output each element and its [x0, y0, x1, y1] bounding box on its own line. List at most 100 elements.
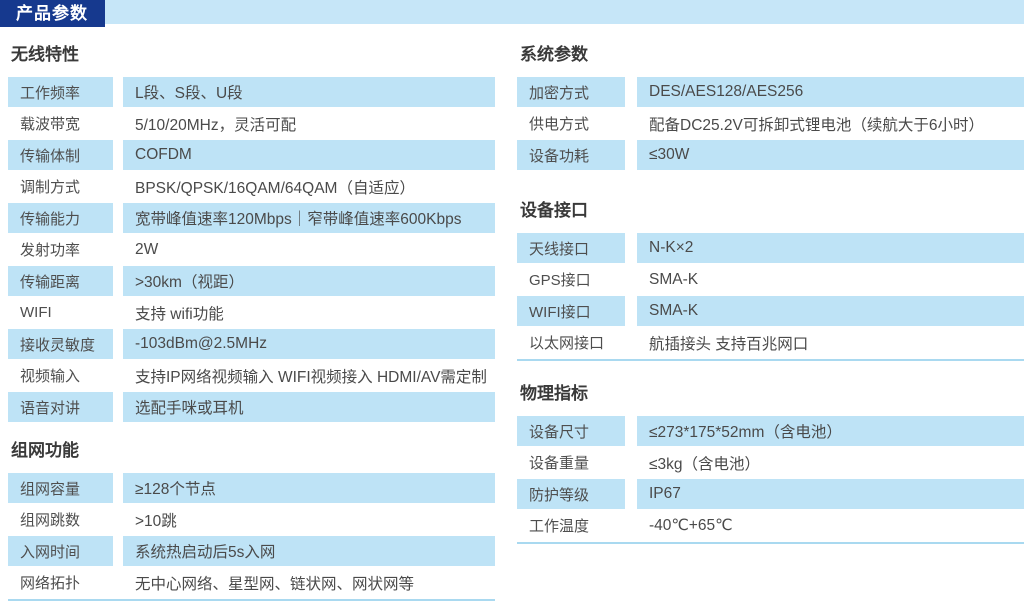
section-title: 无线特性 [11, 45, 79, 64]
spec-row: 设备重量 ≤3kg（含电池） [517, 448, 1024, 478]
spec-row: 入网时间 系统热启动后5s入网 [8, 536, 495, 566]
spec-label: 调制方式 [20, 179, 81, 196]
spec-row: 网络拓扑 无中心网络、星型网、链状网、网状网等 [8, 568, 495, 598]
table-bottom-rule [517, 359, 1024, 361]
spec-label: 视频输入 [20, 368, 81, 385]
spec-value: >10跳 [135, 512, 177, 530]
spec-label: GPS接口 [529, 272, 591, 289]
spec-row: 天线接口 N-K×2 [517, 233, 1024, 263]
spec-label: 设备尺寸 [517, 416, 625, 446]
section-物理指标: 物理指标设备尺寸 ≤273*175*52mm（含电池） 设备重量 ≤3kg（含电池） 防… [517, 384, 1024, 544]
page-title-banner: 产品参数 [0, 0, 105, 27]
spec-row: 供电方式 配备DC25.2V可拆卸式锂电池（续航大于6小时） [517, 109, 1024, 139]
spec-value: ≥128个节点 [123, 473, 495, 503]
spec-table: 天线接口 N-K×2 GPS接口 SMA-K WIFI接口 SMA-K 以太网接口 航插接头 … [517, 233, 1024, 358]
spec-label: 设备功耗 [517, 140, 625, 170]
spec-value: 无中心网络、星型网、链状网、网状网等 [135, 575, 415, 593]
spec-label: 组网容量 [8, 473, 113, 503]
spec-label: 工作频率 [8, 77, 113, 107]
spec-label: 语音对讲 [8, 392, 113, 422]
section-title: 设备接口 [520, 201, 588, 220]
spec-row: 语音对讲 选配手咪或耳机 [8, 392, 495, 422]
spec-label: 加密方式 [517, 77, 625, 107]
spec-row: 接收灵敏度 -103dBm@2.5MHz [8, 329, 495, 359]
spec-row: WIFI 支持 wifi功能 [8, 298, 495, 328]
spec-label: 天线接口 [517, 233, 625, 263]
spec-value: 配备DC25.2V可拆卸式锂电池（续航大于6小时） [649, 116, 985, 134]
spec-value: SMA-K [649, 270, 699, 288]
section-无线特性: 无线特性工作频率 L段、S段、U段载波带宽 5/10/20MHz，灵活可配传输体制 C… [8, 45, 495, 422]
spec-value: L段、S段、U段 [123, 77, 495, 107]
spec-table: 加密方式 DES/AES128/AES256 供电方式 配备DC25.2V可拆卸式锂电… [517, 77, 1024, 170]
spec-row: WIFI接口 SMA-K [517, 296, 1024, 326]
spec-row: 载波带宽 5/10/20MHz，灵活可配 [8, 109, 495, 139]
spec-value: ≤30W [637, 140, 1024, 170]
spec-value: 支持 wifi功能 [135, 305, 224, 323]
spec-row: 设备功耗 ≤30W [517, 140, 1024, 170]
spec-label: 工作温度 [529, 518, 590, 535]
spec-value: 2W [135, 240, 159, 258]
spec-label: 发射功率 [20, 242, 81, 259]
spec-value: COFDM [123, 140, 495, 170]
spec-label: WIFI接口 [517, 296, 625, 326]
spec-value: DES/AES128/AES256 [637, 77, 1024, 107]
spec-label: 网络拓扑 [20, 575, 81, 592]
spec-label: 传输距离 [8, 266, 113, 296]
page-title: 产品参数 [16, 4, 88, 23]
spec-value: -40℃+65℃ [649, 517, 733, 534]
table-bottom-rule [517, 542, 1024, 544]
section-设备接口: 设备接口天线接口 N-K×2 GPS接口 SMA-K WIFI接口 SMA-K 以太网接口 航… [517, 201, 1024, 361]
spec-label: 供电方式 [529, 116, 590, 133]
right-column: 系统参数加密方式 DES/AES128/AES256 供电方式 配备DC25.2V可拆… [517, 41, 1024, 544]
spec-value: 宽带峰值速率120Mbps｜窄带峰值速率600Kbps [123, 203, 495, 233]
spec-label: 入网时间 [8, 536, 113, 566]
spec-row: 以太网接口 航插接头 支持百兆网口 [517, 328, 1024, 358]
spec-row: 设备尺寸 ≤273*175*52mm（含电池） [517, 416, 1024, 446]
spec-value: -103dBm@2.5MHz [123, 329, 495, 359]
section-title: 系统参数 [520, 45, 588, 64]
spec-value: ≤3kg（含电池） [649, 455, 760, 473]
spec-table: 组网容量 ≥128个节点组网跳数 >10跳入网时间 系统热启动后5s入网网络拓扑 无中心… [8, 473, 495, 598]
spec-value: BPSK/QPSK/16QAM/64QAM（自适应） [135, 179, 415, 197]
spec-row: 传输距离 >30km（视距） [8, 266, 495, 296]
spec-row: 组网容量 ≥128个节点 [8, 473, 495, 503]
spec-value: 系统热启动后5s入网 [123, 536, 495, 566]
header-strip [98, 0, 1024, 24]
spec-row: 组网跳数 >10跳 [8, 505, 495, 535]
left-column: 无线特性工作频率 L段、S段、U段载波带宽 5/10/20MHz，灵活可配传输体制 C… [8, 41, 495, 601]
section-title: 物理指标 [520, 384, 588, 403]
spec-value: 5/10/20MHz，灵活可配 [135, 116, 297, 134]
spec-row: 传输体制 COFDM [8, 140, 495, 170]
spec-label: 载波带宽 [20, 116, 81, 133]
spec-table: 设备尺寸 ≤273*175*52mm（含电池） 设备重量 ≤3kg（含电池） 防护等级 I… [517, 416, 1024, 541]
spec-row: 调制方式 BPSK/QPSK/16QAM/64QAM（自适应） [8, 172, 495, 202]
section-组网功能: 组网功能 组网容量 ≥128个节点 组网跳数 >10跳 入网时间 系统热启动后5s入网 网络拓… [8, 441, 495, 601]
spec-label: 以太网接口 [529, 335, 605, 352]
spec-value: 航插接头 支持百兆网口 [649, 335, 809, 353]
spec-value: 选配手咪或耳机 [123, 392, 495, 422]
spec-value: N-K×2 [637, 233, 1024, 263]
spec-value: ≤273*175*52mm（含电池） [637, 416, 1024, 446]
spec-label: 设备重量 [529, 455, 590, 472]
spec-row: 加密方式 DES/AES128/AES256 [517, 77, 1024, 107]
spec-label: 传输能力 [8, 203, 113, 233]
spec-value: >30km（视距） [123, 266, 495, 296]
section-系统参数: 系统参数加密方式 DES/AES128/AES256 供电方式 配备DC25.2V可拆… [517, 45, 1024, 170]
spec-row: 防护等级 IP67 [517, 479, 1024, 509]
spec-label: 组网跳数 [20, 512, 81, 529]
spec-value: 支持IP网络视频输入 WIFI视频接入 HDMI/AV需定制 [135, 368, 487, 386]
spec-value: SMA-K [637, 296, 1024, 326]
table-bottom-rule [8, 599, 495, 601]
spec-value: IP67 [637, 479, 1024, 509]
spec-row: GPS接口 SMA-K [517, 265, 1024, 295]
spec-row: 发射功率 2W [8, 235, 495, 265]
spec-table: 工作频率 L段、S段、U段载波带宽 5/10/20MHz，灵活可配传输体制 COFDM… [8, 77, 495, 422]
spec-label: 传输体制 [8, 140, 113, 170]
spec-label: 接收灵敏度 [8, 329, 113, 359]
spec-row: 工作温度 -40℃+65℃ [517, 511, 1024, 541]
section-title: 组网功能 [11, 441, 79, 460]
spec-label: 防护等级 [517, 479, 625, 509]
spec-row: 工作频率 L段、S段、U段 [8, 77, 495, 107]
spec-row: 视频输入 支持IP网络视频输入 WIFI视频接入 HDMI/AV需定制 [8, 361, 495, 391]
spec-label: WIFI [20, 304, 52, 321]
